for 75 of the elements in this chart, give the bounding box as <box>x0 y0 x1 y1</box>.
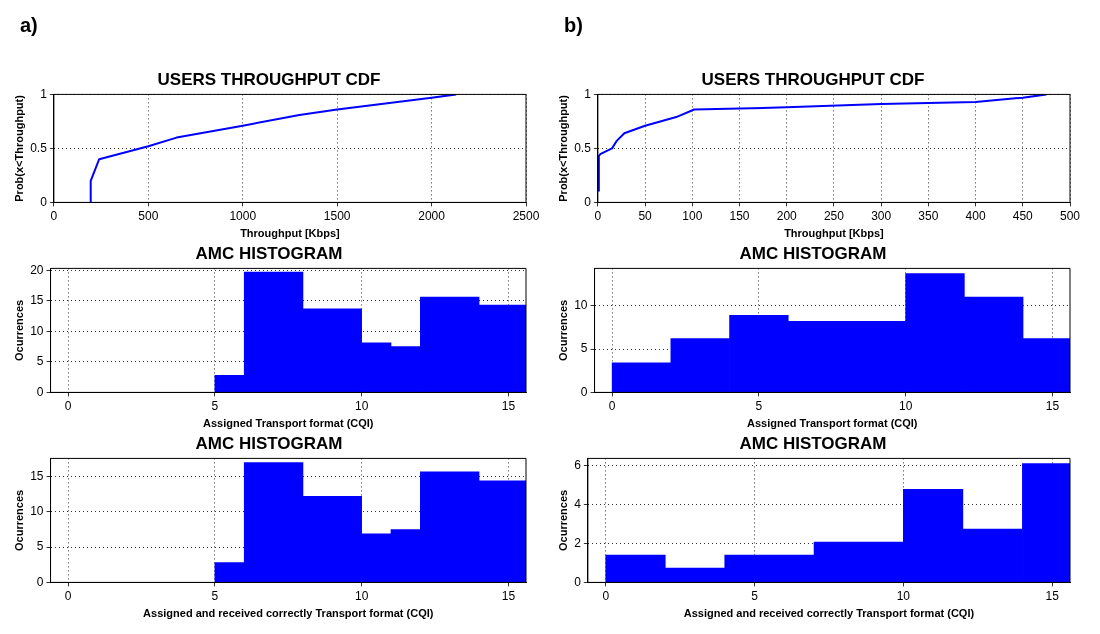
y-tick-label: 10 <box>30 323 44 338</box>
y-axis-title: Ocurrences <box>12 489 25 551</box>
chart-title: AMC HISTOGRAM <box>739 243 887 263</box>
x-tick-label: 10 <box>354 588 369 603</box>
y-tick-label: 5 <box>580 341 588 356</box>
x-tick-label: 2000 <box>418 208 446 223</box>
y-tick-label: 2 <box>574 535 582 550</box>
chart-title: AMC HISTOGRAM <box>195 243 343 263</box>
y-tick-label: 0 <box>36 384 44 399</box>
x-axis-title: Assigned Transport format (CQI) <box>747 417 918 430</box>
x-tick-label: 0 <box>608 398 616 413</box>
x-axis-title: Assigned Transport format (CQI) <box>203 417 374 430</box>
x-tick-label: 500 <box>138 208 159 223</box>
y-tick-label: 0 <box>36 574 44 589</box>
y-tick-label: 0.5 <box>574 140 592 155</box>
x-axis-title: Throughput [Kbps] <box>240 227 341 240</box>
y-tick-label: 0 <box>584 194 592 209</box>
x-tick-label: 0 <box>50 208 58 223</box>
x-tick-label: 500 <box>1059 208 1081 223</box>
x-tick-label: 0 <box>602 588 610 603</box>
chart-title: AMC HISTOGRAM <box>739 433 887 453</box>
y-tick-label: 1 <box>584 86 592 101</box>
x-tick-label: 300 <box>871 208 892 223</box>
x-tick-label: 450 <box>1012 208 1034 223</box>
chart-title: USERS THROUGHPUT CDF <box>701 69 925 89</box>
x-tick-label: 2500 <box>512 208 540 223</box>
y-tick-label: 0 <box>580 384 588 399</box>
y-axis-title: Prob(x<Throughput) <box>556 94 569 202</box>
y-tick-label: 15 <box>30 293 44 308</box>
y-tick-label: 0 <box>40 194 48 209</box>
y-axis-title: Ocurrences <box>556 299 569 361</box>
chart-title: AMC HISTOGRAM <box>195 433 343 453</box>
y-tick-label: 0.5 <box>30 140 48 155</box>
x-axis-title: Throughput [Kbps] <box>784 227 885 240</box>
y-tick-label: 5 <box>36 539 44 554</box>
x-tick-label: 5 <box>211 398 219 413</box>
y-axis-title: Ocurrences <box>556 489 569 551</box>
x-tick-label: 350 <box>918 208 939 223</box>
x-tick-label: 15 <box>1045 398 1060 413</box>
y-tick-label: 10 <box>30 504 44 519</box>
x-tick-label: 15 <box>1045 588 1060 603</box>
x-tick-label: 1000 <box>229 208 257 223</box>
y-axis-title: Prob(x<Throughput) <box>12 94 25 202</box>
x-tick-label: 10 <box>354 398 369 413</box>
y-tick-label: 20 <box>30 262 44 277</box>
y-axis-title: Ocurrences <box>12 299 25 361</box>
x-tick-label: 15 <box>501 398 516 413</box>
y-tick-label: 10 <box>574 298 588 312</box>
x-tick-label: 10 <box>898 398 913 413</box>
x-tick-label: 10 <box>896 588 911 603</box>
text: a) <box>20 13 38 36</box>
x-tick-label: 0 <box>594 208 602 223</box>
x-tick-label: 1500 <box>323 208 351 223</box>
x-tick-label: 50 <box>638 208 653 223</box>
x-tick-label: 100 <box>682 208 703 223</box>
x-axis-title: Assigned and received correctly Transport format (CQI) <box>683 607 975 620</box>
text: b) <box>564 13 583 36</box>
x-axis-title: Assigned and received correctly Transport format (CQI) <box>143 607 434 620</box>
x-tick-label: 15 <box>501 588 516 603</box>
x-tick-label: 400 <box>965 208 986 223</box>
x-tick-label: 5 <box>211 588 219 603</box>
x-tick-label: 150 <box>729 208 750 223</box>
y-tick-label: 6 <box>574 457 582 472</box>
x-tick-label: 200 <box>776 208 798 223</box>
x-tick-label: 0 <box>64 398 72 413</box>
x-tick-label: 0 <box>64 588 72 603</box>
y-tick-label: 4 <box>574 496 582 511</box>
y-tick-label: 5 <box>36 354 44 369</box>
y-tick-label: 0 <box>574 574 582 589</box>
y-tick-label: 15 <box>30 469 44 484</box>
x-tick-label: 5 <box>755 398 763 413</box>
x-tick-label: 250 <box>823 208 845 223</box>
chart-title: USERS THROUGHPUT CDF <box>157 69 381 89</box>
x-tick-label: 5 <box>751 588 759 603</box>
y-tick-label: 1 <box>40 86 48 101</box>
